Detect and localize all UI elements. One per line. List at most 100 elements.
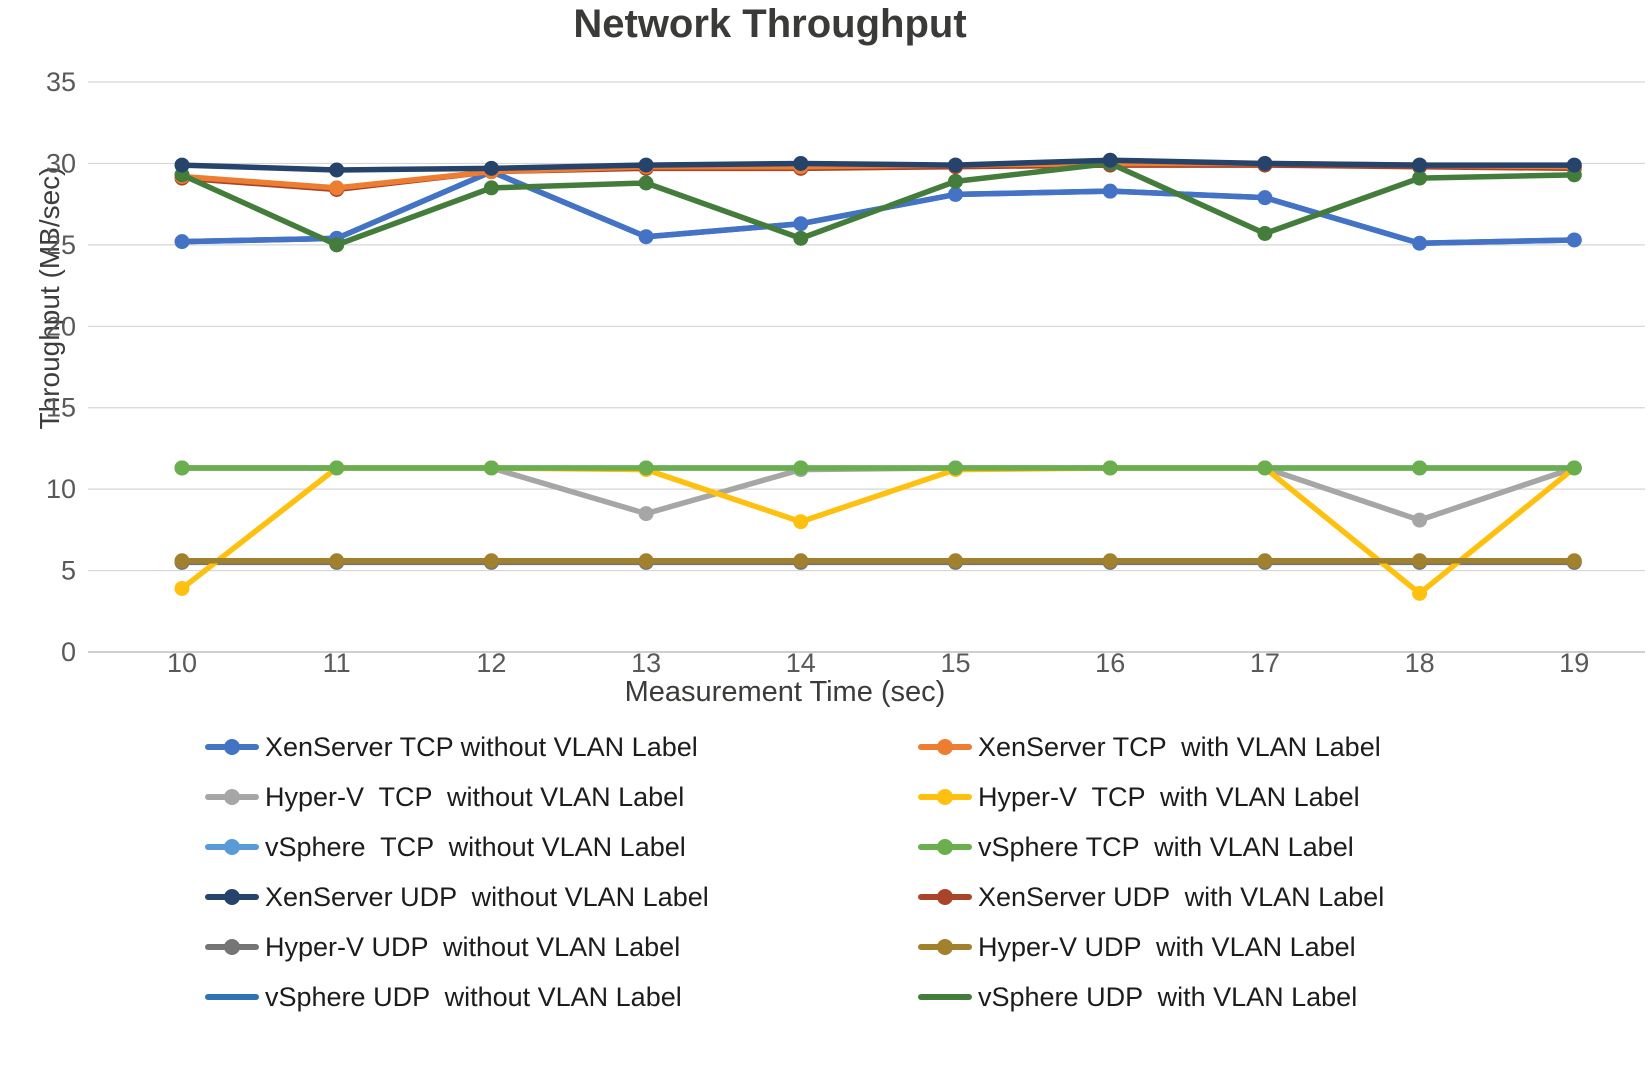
legend-label: XenServer UDP without VLAN Label <box>265 881 709 912</box>
legend-dot-icon <box>224 889 240 905</box>
y-tick-label: 20 <box>46 311 76 341</box>
data-point-xenserver-udp-without-vlan-16 <box>1102 152 1118 168</box>
data-point-xenserver-udp-without-vlan-10 <box>174 157 190 173</box>
data-point-hyperv-udp-with-vlan-19 <box>1566 553 1582 569</box>
data-point-vsphere-tcp-with-vlan-14 <box>793 460 809 476</box>
y-tick-label: 10 <box>46 474 76 504</box>
legend-swatch-xenserver-udp-without-vlan <box>205 889 259 905</box>
legend-dot-icon <box>224 839 240 855</box>
data-point-xenserver-udp-without-vlan-15 <box>948 157 963 173</box>
legend-item-xenserver-tcp-without-vlan: XenServer TCP without VLAN Label <box>205 722 709 772</box>
data-point-xenserver-tcp-without-vlan-13 <box>638 229 654 245</box>
series-vsphere-udp-with-vlan <box>174 155 1582 253</box>
x-tick-label: 18 <box>1405 648 1435 678</box>
x-axis-title: Measurement Time (sec) <box>624 676 946 708</box>
series-hyperv-udp-with-vlan <box>174 553 1582 569</box>
legend-item-vsphere-tcp-without-vlan: vSphere TCP without VLAN Label <box>205 822 709 872</box>
data-point-vsphere-tcp-with-vlan-17 <box>1257 460 1273 476</box>
legend-item-hyperv-tcp-without-vlan: Hyper-V TCP without VLAN Label <box>205 772 709 822</box>
legend-column-right: XenServer TCP with VLAN Label Hyper-V TCP… <box>918 722 1384 1022</box>
series-line-xenserver-udp-without-vlan <box>179 157 1578 173</box>
data-point-hyperv-tcp-without-vlan-13 <box>638 506 654 522</box>
x-tick-label: 14 <box>786 648 816 678</box>
legend-label: XenServer TCP without VLAN Label <box>265 731 698 762</box>
legend-dot-icon <box>937 789 953 805</box>
legend-swatch-vsphere-udp-without-vlan <box>205 989 259 1005</box>
series-line-hyperv-tcp-with-vlan <box>179 465 1578 597</box>
data-point-xenserver-udp-without-vlan-11 <box>329 162 345 178</box>
data-point-xenserver-udp-without-vlan-18 <box>1412 157 1428 173</box>
data-point-hyperv-tcp-with-vlan-14 <box>793 514 809 530</box>
x-tick-label: 16 <box>1095 648 1125 678</box>
legend-swatch-hyperv-udp-with-vlan <box>918 939 972 955</box>
legend-item-hyperv-udp-without-vlan: Hyper-V UDP without VLAN Label <box>205 922 709 972</box>
data-point-xenserver-tcp-without-vlan-19 <box>1566 232 1582 248</box>
legend-dot-icon <box>224 789 240 805</box>
line-chart-plot-area: 0 5 10 15 20 25 30 35 10 11 12 13 14 15 16 17 18 19 <box>46 67 1645 678</box>
legend-swatch-vsphere-tcp-without-vlan <box>205 839 259 855</box>
data-point-xenserver-tcp-without-vlan-18 <box>1412 235 1428 251</box>
legend-swatch-vsphere-udp-with-vlan <box>918 989 972 1005</box>
x-tick-label: 19 <box>1559 648 1589 678</box>
data-point-hyperv-udp-with-vlan-15 <box>948 553 963 569</box>
x-tick-label: 13 <box>631 648 661 678</box>
data-point-vsphere-tcp-with-vlan-15 <box>948 460 963 476</box>
data-point-vsphere-udp-with-vlan-15 <box>948 173 963 189</box>
legend-item-hyperv-tcp-with-vlan: Hyper-V TCP with VLAN Label <box>918 772 1384 822</box>
legend-label: XenServer UDP with VLAN Label <box>978 881 1385 912</box>
legend-swatch-vsphere-tcp-with-vlan <box>918 839 972 855</box>
data-point-hyperv-udp-with-vlan-16 <box>1102 553 1118 569</box>
legend-column-left: XenServer TCP without VLAN Label Hyper-V … <box>205 722 709 1022</box>
data-point-xenserver-udp-without-vlan-19 <box>1566 157 1582 173</box>
legend-label: vSphere UDP with VLAN Label <box>978 981 1358 1012</box>
legend-item-hyperv-udp-with-vlan: Hyper-V UDP with VLAN Label <box>918 922 1384 972</box>
y-tick-label: 25 <box>46 230 76 260</box>
data-point-xenserver-tcp-without-vlan-14 <box>793 216 809 232</box>
legend-swatch-hyperv-tcp-with-vlan <box>918 789 972 805</box>
data-point-vsphere-udp-with-vlan-11 <box>329 237 345 253</box>
data-point-vsphere-tcp-with-vlan-12 <box>483 460 499 476</box>
legend-dot-icon <box>224 739 240 755</box>
data-point-xenserver-udp-without-vlan-13 <box>638 157 654 173</box>
legend-item-vsphere-udp-with-vlan: vSphere UDP with VLAN Label <box>918 972 1384 1022</box>
series-hyperv-tcp-with-vlan <box>174 460 1582 601</box>
y-tick-label: 5 <box>61 556 76 586</box>
data-point-vsphere-tcp-with-vlan-10 <box>174 460 190 476</box>
data-point-hyperv-tcp-with-vlan-10 <box>174 580 190 596</box>
legend-swatch-xenserver-tcp-without-vlan <box>205 739 259 755</box>
y-tick-label: 35 <box>46 67 76 97</box>
legend-item-xenserver-udp-with-vlan: XenServer UDP with VLAN Label <box>918 872 1384 922</box>
legend-swatch-xenserver-tcp-with-vlan <box>918 739 972 755</box>
chart-title: Network Throughput <box>573 2 967 46</box>
x-tick-label: 12 <box>476 648 506 678</box>
legend-dot-icon <box>937 889 953 905</box>
data-point-vsphere-udp-with-vlan-18 <box>1412 170 1428 186</box>
data-point-vsphere-tcp-with-vlan-18 <box>1412 460 1428 476</box>
legend-swatch-hyperv-udp-without-vlan <box>205 939 259 955</box>
data-point-hyperv-udp-with-vlan-18 <box>1412 553 1428 569</box>
data-point-hyperv-udp-with-vlan-11 <box>329 553 345 569</box>
legend-label: Hyper-V TCP with VLAN Label <box>978 781 1360 812</box>
legend-swatch-hyperv-tcp-without-vlan <box>205 789 259 805</box>
data-point-xenserver-udp-without-vlan-14 <box>793 155 809 171</box>
x-tick-label: 10 <box>167 648 197 678</box>
data-point-xenserver-tcp-with-vlan-11 <box>329 180 345 196</box>
data-point-hyperv-udp-with-vlan-14 <box>793 553 809 569</box>
legend-dot-icon <box>224 939 240 955</box>
series-xenserver-udp-without-vlan <box>174 152 1582 178</box>
x-tick-label: 17 <box>1250 648 1280 678</box>
legend-label: XenServer TCP with VLAN Label <box>978 731 1381 762</box>
data-point-hyperv-udp-with-vlan-13 <box>638 553 654 569</box>
data-point-vsphere-tcp-with-vlan-11 <box>329 460 345 476</box>
data-point-xenserver-tcp-without-vlan-10 <box>174 234 190 250</box>
data-point-xenserver-udp-without-vlan-17 <box>1257 155 1273 171</box>
legend-label: vSphere TCP with VLAN Label <box>978 831 1354 862</box>
legend-line-icon <box>205 994 259 1000</box>
data-point-hyperv-udp-with-vlan-17 <box>1257 553 1273 569</box>
legend-dot-icon <box>937 839 953 855</box>
data-point-hyperv-tcp-without-vlan-18 <box>1412 512 1428 528</box>
legend-label: Hyper-V UDP with VLAN Label <box>978 931 1356 962</box>
legend-label: Hyper-V UDP without VLAN Label <box>265 931 681 962</box>
series-line-vsphere-udp-with-vlan <box>179 160 1578 248</box>
data-point-vsphere-udp-with-vlan-17 <box>1257 225 1273 241</box>
